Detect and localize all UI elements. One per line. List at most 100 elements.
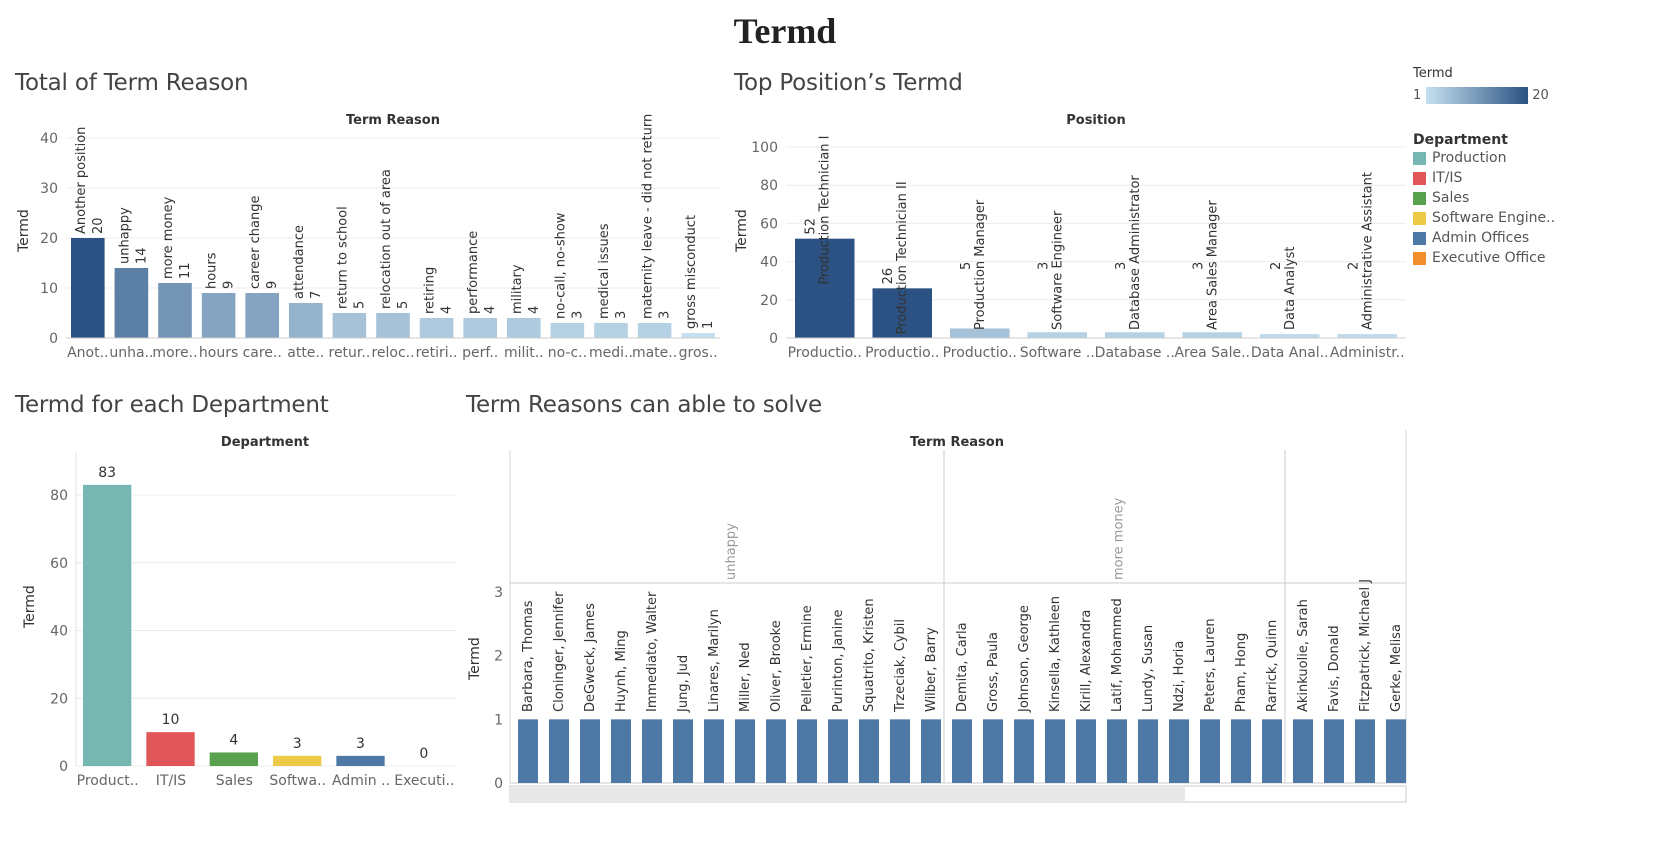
- bar[interactable]: [766, 719, 786, 783]
- bar[interactable]: [611, 719, 631, 783]
- bar[interactable]: [518, 719, 538, 783]
- department-legend-item[interactable]: Executive Office: [1413, 248, 1563, 268]
- bar[interactable]: [1293, 719, 1313, 783]
- bar[interactable]: [1027, 332, 1088, 338]
- bar[interactable]: [921, 719, 941, 783]
- bar[interactable]: [158, 283, 192, 338]
- y-tick-label: 20: [760, 293, 778, 309]
- x-tick-label: no-c..: [548, 345, 587, 361]
- bar[interactable]: [735, 719, 755, 783]
- bar[interactable]: [463, 318, 497, 338]
- bar[interactable]: [1386, 719, 1406, 783]
- bar-category-label: no-call, no-show: [553, 212, 568, 319]
- bar[interactable]: [71, 238, 105, 338]
- employee-name-label: Barbara, Thomas: [521, 600, 536, 712]
- x-tick-label: Executi..: [394, 773, 454, 789]
- x-tick-label: Softwa..: [269, 773, 326, 789]
- bar-category-label: attendance: [292, 225, 307, 299]
- bar[interactable]: [1107, 719, 1127, 783]
- bar[interactable]: [336, 755, 385, 766]
- bar[interactable]: [1169, 719, 1189, 783]
- bar[interactable]: [114, 268, 149, 338]
- bar[interactable]: [550, 323, 585, 338]
- y-tick-label: 60: [50, 556, 68, 572]
- legend-label: Executive Office: [1432, 250, 1546, 266]
- bar[interactable]: [1014, 719, 1034, 783]
- bar[interactable]: [704, 719, 724, 783]
- bar[interactable]: [209, 752, 258, 766]
- bar[interactable]: [1200, 719, 1220, 783]
- y-axis-title: Termd: [467, 637, 483, 681]
- bar[interactable]: [795, 238, 855, 338]
- legend-swatch: [1413, 171, 1426, 185]
- bar[interactable]: [1260, 334, 1320, 338]
- bar[interactable]: [1138, 719, 1158, 783]
- bar[interactable]: [419, 318, 454, 338]
- bar[interactable]: [872, 288, 933, 338]
- bar[interactable]: [83, 484, 132, 766]
- bar[interactable]: [201, 293, 236, 338]
- bar-category-label: Another position: [74, 127, 89, 234]
- bar[interactable]: [1182, 332, 1243, 338]
- department-legend-item[interactable]: Production: [1413, 148, 1563, 168]
- y-tick-label: 10: [40, 281, 58, 297]
- bar[interactable]: [983, 719, 1003, 783]
- department-legend-item[interactable]: IT/IS: [1413, 168, 1563, 188]
- bar[interactable]: [273, 755, 322, 766]
- bar[interactable]: [1355, 719, 1375, 783]
- x-tick-label: Database ..: [1095, 345, 1175, 361]
- department-legend-title: Department: [1413, 132, 1508, 148]
- bar[interactable]: [952, 719, 972, 783]
- scrollbar-thumb[interactable]: [511, 787, 1185, 801]
- bar-category-label: Administrative Assistant: [1360, 172, 1375, 330]
- legend-label: Software Engine..: [1432, 210, 1556, 226]
- bar[interactable]: [507, 318, 541, 338]
- y-tick-label: 20: [50, 691, 68, 707]
- employee-name-label: Linares, Marilyn: [707, 609, 722, 712]
- bar-category-label: gross misconduct: [684, 215, 699, 329]
- x-tick-label: Productio..: [943, 345, 1017, 361]
- bar[interactable]: [332, 313, 367, 338]
- bar[interactable]: [1076, 719, 1096, 783]
- y-tick-label: 0: [59, 759, 68, 775]
- department-legend-item[interactable]: Admin Offices: [1413, 228, 1563, 248]
- bar[interactable]: [637, 323, 672, 338]
- bar-value-label: 5: [352, 301, 367, 309]
- employee-name-label: Rarrick, Quinn: [1265, 620, 1280, 712]
- bar-value-label: 4: [440, 306, 455, 314]
- bar[interactable]: [950, 328, 1010, 338]
- department-legend-item[interactable]: Software Engine..: [1413, 208, 1563, 228]
- bar[interactable]: [594, 323, 628, 338]
- y-tick-label: 60: [760, 216, 778, 232]
- employee-name-label: Immediato, Walter: [645, 591, 660, 712]
- bar[interactable]: [642, 719, 662, 783]
- bar[interactable]: [797, 719, 817, 783]
- bar[interactable]: [580, 719, 600, 783]
- bar[interactable]: [376, 313, 410, 338]
- bar[interactable]: [681, 333, 715, 338]
- term-reason-chart-title: Total of Term Reason: [15, 70, 249, 96]
- chart-header-label: Term Reason: [346, 113, 440, 128]
- bar[interactable]: [828, 719, 848, 783]
- bar[interactable]: [1262, 719, 1282, 783]
- bar-value-label: 14: [134, 247, 149, 264]
- bar-category-label: Production Technician II: [895, 181, 910, 334]
- legend-swatch: [1413, 211, 1426, 225]
- bar[interactable]: [1105, 332, 1165, 338]
- y-axis-title: Termd: [22, 585, 38, 629]
- bar[interactable]: [1231, 719, 1251, 783]
- department-legend-item[interactable]: Sales: [1413, 188, 1563, 208]
- y-axis-title: Termd: [734, 209, 750, 253]
- bar[interactable]: [1045, 719, 1065, 783]
- bar[interactable]: [673, 719, 693, 783]
- bar[interactable]: [859, 719, 879, 783]
- bar[interactable]: [245, 293, 279, 338]
- bar[interactable]: [549, 719, 569, 783]
- bar[interactable]: [289, 303, 323, 338]
- bar[interactable]: [1337, 334, 1398, 338]
- bar[interactable]: [1324, 719, 1344, 783]
- bar[interactable]: [890, 719, 910, 783]
- bar[interactable]: [146, 732, 195, 766]
- bar-value-label: 3: [570, 311, 585, 319]
- bar-value-label: 10: [162, 712, 180, 728]
